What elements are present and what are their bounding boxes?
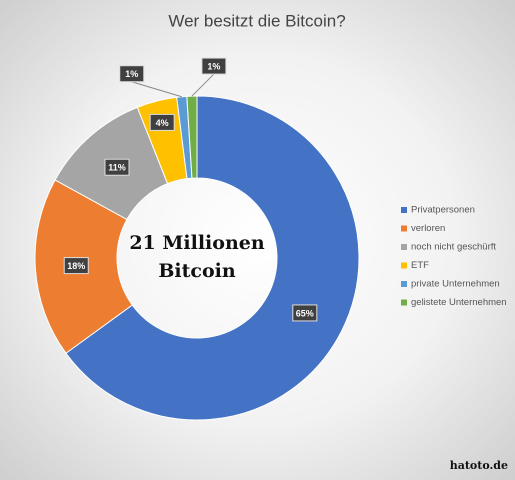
data-label-box	[149, 113, 175, 131]
data-label-box	[292, 304, 318, 322]
source: hatoto.de	[450, 459, 508, 472]
data-label-box	[201, 57, 227, 75]
legend-label: verloren	[411, 223, 445, 234]
center-text: 21 Millionen	[129, 232, 265, 254]
data-label: 1%	[207, 61, 220, 71]
leader-line	[191, 73, 215, 97]
donut-slice	[186, 95, 198, 179]
legend-swatch	[401, 299, 407, 306]
legend-swatch	[401, 225, 407, 232]
data-label: 18%	[67, 261, 85, 271]
center-text: Bitcoin	[158, 260, 236, 282]
legend-label: gelistete Unternehmen	[411, 297, 507, 308]
data-label: 11%	[108, 163, 126, 173]
legend-swatch	[401, 281, 407, 287]
data-label-box	[119, 65, 145, 83]
legend-label: noch nicht geschürft	[411, 242, 496, 253]
legend-swatch	[401, 207, 407, 213]
data-label: 1%	[125, 69, 138, 79]
legend-label: ETF	[411, 260, 429, 271]
legend-label: private Unternehmen	[411, 279, 500, 290]
data-label-box	[63, 257, 89, 275]
legend-swatch	[401, 262, 407, 269]
chart-title: Wer besitzt die Bitcoin?	[168, 11, 345, 30]
legend-swatch	[401, 244, 407, 250]
data-label: 4%	[156, 118, 169, 128]
legend-label: Privatpersonen	[411, 205, 475, 216]
leader-line	[131, 81, 182, 98]
donut-slice	[65, 95, 360, 421]
data-label: 65%	[296, 308, 314, 318]
data-label-box	[104, 158, 130, 176]
